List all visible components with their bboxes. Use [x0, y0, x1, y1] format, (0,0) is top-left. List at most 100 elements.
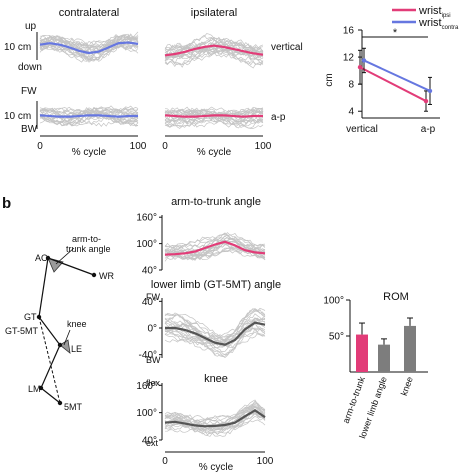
contra-vertical-trace [39, 39, 139, 51]
lower-limb-trace [164, 331, 266, 343]
summary-ytick-label: 16 [343, 26, 355, 37]
legend-ipsi-label: wristipsi [418, 5, 451, 19]
arm-to-trunk-ytick-label: 100° [136, 239, 157, 250]
down-label: down [18, 62, 42, 73]
summary-point [357, 65, 363, 70]
label-knee-angle: knee [67, 319, 87, 329]
panel-a-traces [39, 31, 264, 129]
marker-gt [36, 314, 42, 320]
bw-label: BW [21, 124, 38, 135]
arm-to-trunk-trace [164, 236, 266, 255]
contra-vertical-trace [39, 34, 139, 63]
contra-ap-trace [39, 109, 139, 124]
trunk-segment [38, 257, 49, 318]
contra-vertical-trace [39, 42, 139, 53]
summary-ytick-label: 12 [343, 53, 355, 64]
panel-b-x100: 100 [257, 456, 274, 467]
ipsi-vertical-trace [164, 48, 264, 65]
ipsi-ap-trace [164, 111, 264, 129]
knee-trace [164, 419, 266, 433]
lower-limb-trace [164, 333, 266, 348]
label-gt-5mt: GT-5MT [5, 326, 39, 336]
contralateral-title: contralateral [59, 7, 120, 19]
contra-ap-mean [39, 114, 138, 118]
contra-ap-trace [39, 107, 139, 120]
ipsi-vertical-trace [164, 37, 264, 59]
angle-pointer [55, 247, 75, 265]
lower-limb-ytick-label: -40° [139, 350, 157, 361]
contra-vertical-trace [39, 33, 139, 53]
legend-contra-label: wristcontra [418, 17, 459, 31]
lower-limb-trace [164, 317, 266, 349]
thigh-segment [38, 316, 61, 346]
wrist-summary-chart: cm vertical a-p * wristipsi wristcontra … [324, 5, 459, 135]
arm-to-trunk-ytick-label: 160° [136, 213, 157, 224]
lower-limb-title: lower limb (GT-5MT) angle [151, 279, 281, 291]
ipsi-ap-trace [164, 106, 264, 122]
ipsi-vertical-trace [164, 42, 264, 58]
contra-vertical-mean [39, 41, 139, 55]
significance-star: * [393, 27, 398, 39]
knee-ext-label: ext [146, 438, 159, 448]
rom-category-label: knee [399, 375, 415, 397]
arm-to-trunk-ytick-label: 40° [142, 266, 157, 277]
knee-ytick-label: 40° [142, 436, 157, 447]
arm-to-trunk-trace [164, 240, 266, 261]
ipsi-vertical-mean [164, 44, 264, 57]
knee-ytick-label: 100° [136, 408, 157, 419]
arm-segment [47, 257, 95, 276]
panel-b-x0: 0 [162, 456, 168, 467]
label-wr: WR [99, 271, 114, 281]
marker-wr [91, 272, 97, 278]
ipsi-ap-trace [164, 108, 264, 124]
summary-point [427, 88, 433, 94]
knee-angle-wedge [59, 339, 71, 354]
rom-ytick-label: 50° [329, 332, 344, 343]
contra-vertical-trace [39, 37, 139, 62]
shank-segment [40, 344, 61, 389]
x100-ipsilateral: 100 [255, 141, 272, 152]
contra-vertical-trace [39, 38, 139, 63]
xlabel-contralateral: % cycle [72, 147, 107, 158]
label-ac: AC [35, 253, 48, 263]
label-arm-trunk-angle-2: trunk angle [66, 244, 111, 254]
rom-bar [404, 325, 416, 372]
label-5mt: 5MT [64, 402, 83, 412]
contra-ap-trace [39, 114, 139, 127]
contra-ap-trace [39, 108, 139, 121]
ipsilateral-title: ipsilateral [191, 7, 237, 19]
label-le: LE [71, 344, 82, 354]
ipsi-vertical-trace [164, 48, 264, 61]
summary-series-line [363, 59, 431, 92]
summary-ylabel: cm [324, 73, 335, 86]
contra-ap-trace [39, 107, 139, 124]
knee-title: knee [204, 373, 228, 385]
x0-contralateral: 0 [37, 141, 43, 152]
leg-skeleton-diagram: AC WR GT GT-5MT LE LM 5MT arm-to- trunk … [5, 234, 114, 412]
marker-le [57, 342, 63, 348]
fw-label: FW [21, 86, 37, 97]
arm-to-trunk-title: arm-to-trunk angle [171, 196, 261, 208]
summary-point [423, 98, 429, 104]
knee-pointer [63, 329, 71, 346]
rom-bar [378, 344, 390, 372]
ipsi-vertical-trace [164, 41, 264, 57]
label-gt: GT [24, 312, 37, 322]
ipsi-ap-trace [164, 106, 264, 117]
vertical-row-label: vertical [271, 42, 303, 53]
ipsi-ap-mean [164, 114, 263, 118]
scale-10cm-ap: 10 cm [4, 111, 31, 122]
gt-5mt-line [38, 316, 61, 404]
knee-trace [164, 402, 266, 430]
lower-limb-ytick-label: 40° [142, 297, 157, 308]
panel-b-traces: 160°100°40°40°0°-40°160°100°40°FWBWflexe… [136, 213, 273, 473]
lower-limb-trace [164, 308, 266, 345]
contra-ap-trace [39, 111, 139, 124]
marker-5mt [57, 400, 63, 406]
summary-ytick-label: 4 [348, 107, 354, 118]
summary-xtick-vertical: vertical [346, 124, 378, 135]
summary-ytick-label: 8 [348, 80, 354, 91]
lower-limb-bw-label: BW [146, 355, 161, 365]
foot-segment [40, 387, 61, 404]
